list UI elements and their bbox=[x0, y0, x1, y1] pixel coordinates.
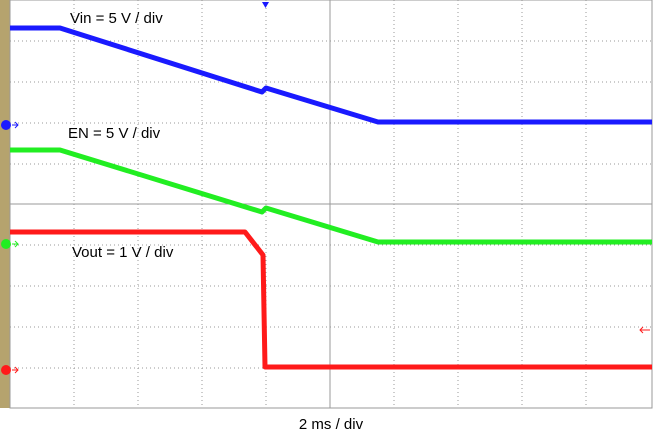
vout-label: Vout = 1 V / div bbox=[72, 244, 174, 261]
timebase-label: 2 ms / div bbox=[299, 416, 364, 433]
en-label: EN = 5 V / div bbox=[68, 125, 161, 142]
grid bbox=[10, 0, 652, 408]
en-trace bbox=[10, 147, 652, 245]
channel-markers bbox=[1, 2, 650, 375]
vin-trace bbox=[10, 25, 652, 125]
left-strip bbox=[0, 0, 10, 408]
vin-label: Vin = 5 V / div bbox=[70, 10, 163, 27]
vout-trace bbox=[10, 229, 652, 370]
